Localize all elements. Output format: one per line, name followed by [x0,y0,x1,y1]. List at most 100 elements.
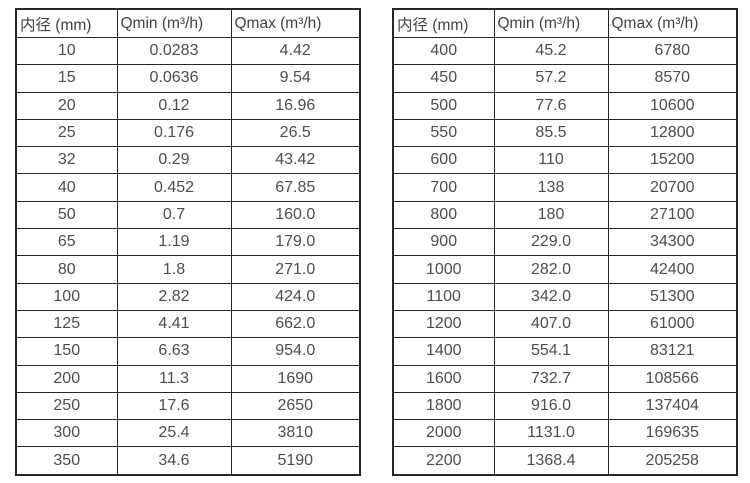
table-cell: 42400 [607,255,738,284]
table-cell: 15200 [607,146,738,175]
table-cell: 1690 [230,364,361,393]
table-cell: 40 [15,173,118,202]
table-row: 2200 1368.4 205258 [392,446,738,476]
table-cell: 1131.0 [493,419,609,448]
table-cell: 0.176 [116,118,232,148]
table-body-left: 10 0.0283 4.42 15 0.0636 9.54 20 0.12 16.96 25 0.1… [15,36,361,476]
table-cell: 10600 [607,91,738,120]
table-cell: 10 [15,36,118,66]
table-cell: 20700 [607,173,738,202]
table-row: 600 110 15200 [392,146,738,175]
table-cell: 169635 [607,419,738,448]
table-row: 250 17.6 2650 [15,391,361,421]
table-cell: 0.7 [116,200,232,230]
table-cell: 61000 [607,309,738,339]
table-row: 400 45.2 6780 [392,36,738,66]
table-cell: 32 [15,146,118,175]
table-cell: 65 [15,228,118,257]
table-cell: 45.2 [493,36,609,66]
table-cell: 900 [392,228,495,257]
table-row: 500 77.6 10600 [392,91,738,120]
flow-table-right: 内径 (mm) Qmin (m³/h) Qmax (m³/h) 400 45.2 6… [392,8,738,476]
table-cell: 350 [15,446,118,476]
table-cell: 1800 [392,391,495,421]
table-cell: 4.41 [116,309,232,339]
table-row: 25 0.176 26.5 [15,118,361,148]
table-cell: 3810 [230,419,361,448]
table-cell: 25 [15,118,118,148]
table-cell: 50 [15,200,118,230]
table-cell: 16.96 [230,91,361,120]
table-cell: 1100 [392,282,495,311]
table-cell: 342.0 [493,282,609,311]
table-row: 1000 282.0 42400 [392,255,738,284]
table-row: 1600 732.7 108566 [392,364,738,393]
table-row: 65 1.19 179.0 [15,228,361,257]
table-cell: 83121 [607,337,738,366]
table-row: 50 0.7 160.0 [15,200,361,230]
table-cell: 916.0 [493,391,609,421]
table-cell: 77.6 [493,91,609,120]
table-row: 550 85.5 12800 [392,118,738,148]
table-cell: 250 [15,391,118,421]
table-cell: 1200 [392,309,495,339]
table-cell: 0.12 [116,91,232,120]
table-cell: 125 [15,309,118,339]
table-cell: 6.63 [116,337,232,366]
header-qmax: Qmax (m³/h) [607,8,738,38]
table-row: 32 0.29 43.42 [15,146,361,175]
table-row: 80 1.8 271.0 [15,255,361,284]
table-cell: 1600 [392,364,495,393]
table-body-right: 400 45.2 6780 450 57.2 8570 500 77.6 10600 550 85.… [392,36,738,476]
table-cell: 407.0 [493,309,609,339]
table-cell: 1400 [392,337,495,366]
table-cell: 954.0 [230,337,361,366]
table-cell: 43.42 [230,146,361,175]
table-row: 1200 407.0 61000 [392,309,738,339]
table-row: 10 0.0283 4.42 [15,36,361,66]
table-cell: 34300 [607,228,738,257]
table-row: 350 34.6 5190 [15,446,361,476]
table-cell: 0.452 [116,173,232,202]
table-cell: 300 [15,419,118,448]
table-cell: 108566 [607,364,738,393]
table-cell: 80 [15,255,118,284]
table-row: 125 4.41 662.0 [15,309,361,339]
table-cell: 25.4 [116,419,232,448]
header-qmax: Qmax (m³/h) [230,8,361,38]
table-row: 20 0.12 16.96 [15,91,361,120]
table-cell: 180 [493,200,609,230]
table-row: 450 57.2 8570 [392,64,738,93]
table-cell: 0.29 [116,146,232,175]
table-cell: 1000 [392,255,495,284]
table-cell: 0.0283 [116,36,232,66]
table-cell: 700 [392,173,495,202]
table-cell: 1.19 [116,228,232,257]
table-cell: 200 [15,364,118,393]
table-cell: 229.0 [493,228,609,257]
table-cell: 1.8 [116,255,232,284]
table-header-right: 内径 (mm) Qmin (m³/h) Qmax (m³/h) [392,8,738,38]
table-cell: 282.0 [493,255,609,284]
table-cell: 0.0636 [116,64,232,93]
table-cell: 800 [392,200,495,230]
table-cell: 20 [15,91,118,120]
table-cell: 12800 [607,118,738,148]
flow-table-left: 内径 (mm) Qmin (m³/h) Qmax (m³/h) 10 0.0283… [15,8,361,476]
table-cell: 100 [15,282,118,311]
header-row: 内径 (mm) Qmin (m³/h) Qmax (m³/h) [392,8,738,38]
table-cell: 662.0 [230,309,361,339]
table-cell: 424.0 [230,282,361,311]
table-cell: 138 [493,173,609,202]
table-row: 15 0.0636 9.54 [15,64,361,93]
table-cell: 11.3 [116,364,232,393]
table-cell: 205258 [607,446,738,476]
table-row: 300 25.4 3810 [15,419,361,448]
header-inner-diameter: 内径 (mm) [15,8,118,38]
header-row: 内径 (mm) Qmin (m³/h) Qmax (m³/h) [15,8,361,38]
table-cell: 6780 [607,36,738,66]
table-row: 100 2.82 424.0 [15,282,361,311]
table-cell: 179.0 [230,228,361,257]
table-cell: 500 [392,91,495,120]
